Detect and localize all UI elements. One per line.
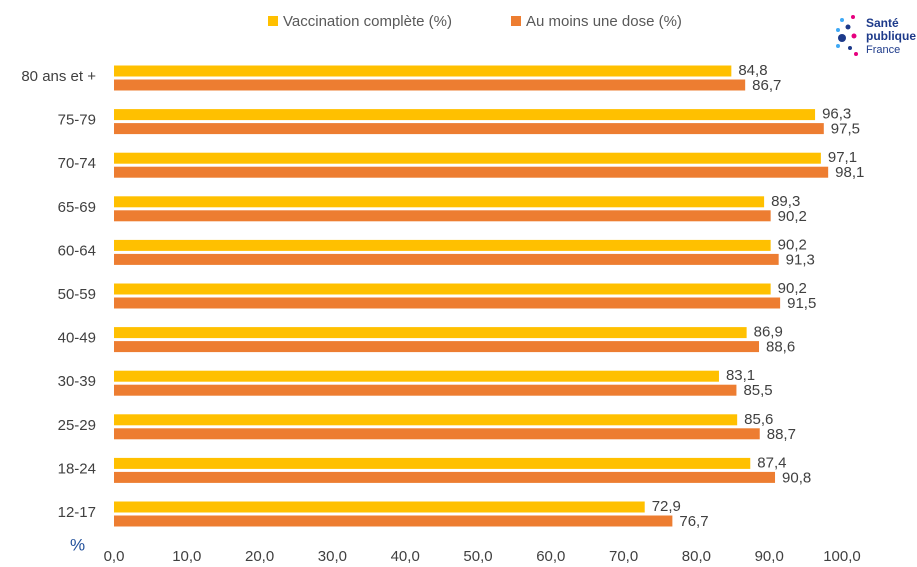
logo-dot: [840, 18, 844, 22]
bar: [114, 341, 760, 353]
bar: [114, 239, 771, 251]
bar: [114, 65, 732, 77]
logo-text: publique: [866, 29, 916, 43]
legend-swatch: [511, 16, 521, 26]
value-label: 86,9: [754, 324, 783, 341]
bar: [114, 123, 824, 135]
legend-label: Vaccination complète (%): [283, 13, 452, 30]
value-label: 97,5: [831, 121, 860, 138]
y-tick-label: 50-59: [58, 286, 96, 303]
legend-swatch: [268, 16, 278, 26]
bar: [114, 109, 816, 121]
x-tick-label: 90,0: [755, 548, 784, 565]
value-label: 90,2: [778, 208, 807, 225]
value-label: 89,3: [771, 193, 800, 210]
x-tick-label: 80,0: [682, 548, 711, 565]
y-tick-label: 40-49: [58, 330, 96, 347]
bar: [114, 501, 645, 513]
y-tick-label: 65-69: [58, 199, 96, 216]
x-tick-label: 10,0: [172, 548, 201, 565]
logo-text: France: [866, 44, 900, 56]
bar: [114, 166, 829, 178]
bar: [114, 471, 776, 483]
logo-dot: [845, 24, 851, 30]
bar: [114, 210, 771, 222]
x-tick-label: 20,0: [245, 548, 274, 565]
logo-dot: [851, 15, 855, 19]
bar: [114, 327, 747, 339]
logo-dot: [836, 28, 840, 32]
bar: [114, 414, 738, 426]
value-label: 86,7: [752, 77, 781, 94]
value-label: 90,8: [782, 469, 811, 486]
x-tick-label: 30,0: [318, 548, 347, 565]
bar: [114, 79, 746, 91]
x-tick-label: 40,0: [391, 548, 420, 565]
x-tick-label: 70,0: [609, 548, 638, 565]
value-label: 85,6: [744, 411, 773, 428]
value-label: 88,7: [767, 426, 796, 443]
logo: Santé publique France: [836, 15, 916, 56]
y-tick-label: 25-29: [58, 417, 96, 434]
logo-dot: [836, 44, 840, 48]
value-label: 83,1: [726, 367, 755, 384]
y-tick-label: 12-17: [58, 504, 96, 521]
logo-dot: [851, 33, 857, 39]
x-tick-label: 100,0: [823, 548, 861, 565]
bar: [114, 370, 719, 382]
y-tick-label: 60-64: [58, 242, 96, 259]
y-tick-label: 80 ans et +: [21, 68, 96, 85]
value-label: 87,4: [757, 454, 786, 471]
value-label: 90,2: [778, 280, 807, 297]
y-tick-label: 70-74: [58, 155, 96, 172]
value-label: 88,6: [766, 339, 795, 356]
bar: [114, 384, 737, 396]
value-label: 72,9: [652, 498, 681, 515]
legend-label: Au moins une dose (%): [526, 13, 682, 30]
bar: [114, 428, 760, 440]
value-label: 90,2: [778, 236, 807, 253]
x-tick-label: 50,0: [463, 548, 492, 565]
bar: [114, 457, 751, 469]
value-label: 91,3: [786, 251, 815, 268]
bar: [114, 196, 765, 208]
value-label: 84,8: [738, 62, 767, 79]
logo-dot: [848, 46, 852, 50]
bar: [114, 253, 779, 265]
bar: [114, 297, 781, 309]
value-label: 97,1: [828, 149, 857, 166]
y-tick-label: 30-39: [58, 373, 96, 390]
value-label: 96,3: [822, 106, 851, 123]
logo-dot: [838, 34, 846, 42]
y-tick-label: 75-79: [58, 112, 96, 129]
bar: [114, 152, 821, 164]
value-label: 98,1: [835, 164, 864, 181]
bar: [114, 283, 771, 295]
axis-label: %: [70, 535, 85, 554]
x-tick-label: 0,0: [104, 548, 125, 565]
logo-text: Santé: [866, 16, 899, 30]
x-tick-label: 60,0: [536, 548, 565, 565]
logo-dot: [854, 52, 858, 56]
bar: [114, 515, 673, 527]
value-label: 85,5: [743, 382, 772, 399]
value-label: 76,7: [679, 513, 708, 530]
value-label: 91,5: [787, 295, 816, 312]
y-tick-label: 18-24: [58, 460, 96, 477]
